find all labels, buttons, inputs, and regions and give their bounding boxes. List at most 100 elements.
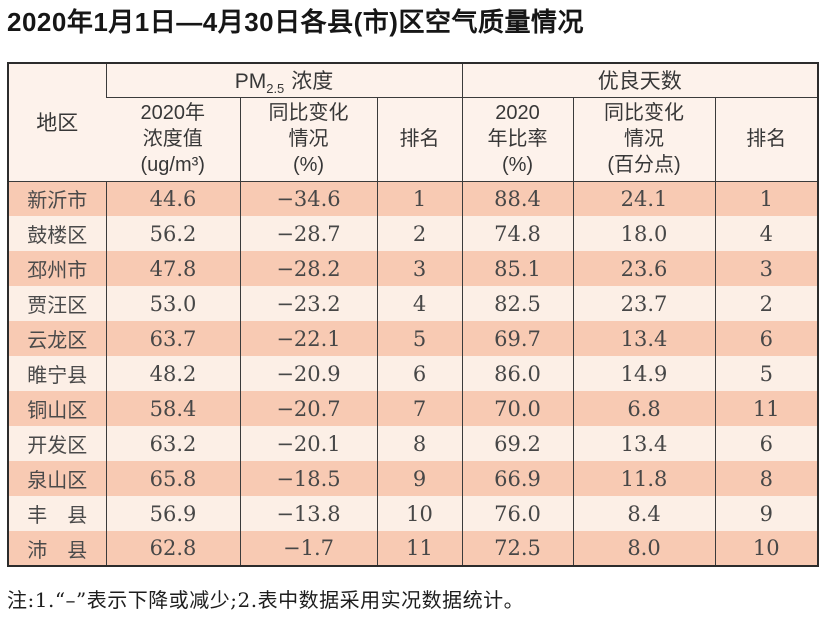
pm-value-cell: 58.4 [105,391,240,426]
pm-rank-cell: 11 [376,531,463,566]
gd-yoy-cell: 18.0 [572,216,716,251]
col-header-pm-yoy: 同比变化 情况 (%) [239,97,377,182]
gd-rate-cell: 74.8 [461,216,574,251]
col-header-gd-rank: 排名 [714,97,819,182]
gd-rank-cell: 6 [714,426,819,461]
table-row: 贾汪区 53.0 −23.2 4 82.5 23.7 2 [8,286,819,321]
region-cell: 贾汪区 [8,286,106,321]
header-group-row: 地区 PM2.5 浓度 优良天数 [8,63,819,182]
pm-yoy-cell: −13.8 [239,496,377,531]
table-row: 开发区 63.2 −20.1 8 69.2 13.4 6 [8,426,819,461]
gd-yoy-cell: 11.8 [572,461,716,496]
gd-rate-cell: 86.0 [461,356,574,391]
air-quality-table: 地区 PM2.5 浓度 优良天数 2020年 浓度值 (ug/m³) 同比变化 情… [7,62,820,567]
table-row: 鼓楼区 56.2 −28.7 2 74.8 18.0 4 [8,216,819,251]
gd-rank-cell: 3 [714,251,819,286]
pm-value-cell: 56.9 [105,496,240,531]
pm-value-cell: 56.2 [105,216,240,251]
gd-rate-cell: 70.0 [461,391,574,426]
pm-yoy-cell: −34.6 [239,181,377,216]
pm-yoy-cell: −1.7 [239,531,377,566]
col-header-gd-yoy: 同比变化 情况 (百分点) [572,97,716,182]
pm-rank-cell: 9 [376,461,463,496]
pm-yoy-cell: −20.9 [239,356,377,391]
table-row: 邳州市 47.8 −28.2 3 85.1 23.6 3 [8,251,819,286]
gd-rank-cell: 11 [714,391,819,426]
gd-rate-cell: 66.9 [461,461,574,496]
pm-yoy-cell: −20.1 [239,426,377,461]
gd-rank-cell: 2 [714,286,819,321]
pm-value-cell: 47.8 [105,251,240,286]
gd-rate-cell: 69.2 [461,426,574,461]
region-cell: 邳州市 [8,251,106,286]
pm-rank-cell: 6 [376,356,463,391]
gd-yoy-cell: 14.9 [572,356,716,391]
good-days-group-header: 优良天数 [461,63,819,98]
gd-yoy-cell: 23.7 [572,286,716,321]
pm-rank-cell: 4 [376,286,463,321]
pm-yoy-cell: −22.1 [239,321,377,356]
pm-yoy-cell: −18.5 [239,461,377,496]
gd-rank-cell: 5 [714,356,819,391]
pm-yoy-cell: −20.7 [239,391,377,426]
gd-rank-cell: 9 [714,496,819,531]
gd-yoy-cell: 6.8 [572,391,716,426]
pm-rank-cell: 5 [376,321,463,356]
pm25-label-prefix: PM [234,70,267,94]
pm-value-cell: 48.2 [105,356,240,391]
gd-rank-cell: 6 [714,321,819,356]
region-cell: 丰 县 [8,496,106,531]
table-row: 云龙区 63.7 −22.1 5 69.7 13.4 6 [8,321,819,356]
col-header-pm-rank: 排名 [376,97,463,182]
region-cell: 睢宁县 [8,356,106,391]
region-cell: 铜山区 [8,391,106,426]
table-row: 铜山区 58.4 −20.7 7 70.0 6.8 11 [8,391,819,426]
pm25-subscript: 2.5 [266,81,285,97]
region-cell: 云龙区 [8,321,106,356]
gd-rate-cell: 85.1 [461,251,574,286]
pm-rank-cell: 7 [376,391,463,426]
pm-yoy-cell: −28.7 [239,216,377,251]
page-title: 2020年1月1日—4月30日各县(市)区空气质量情况 [7,7,584,37]
table-row: 沛 县 62.8 −1.7 11 72.5 8.0 10 [8,531,819,566]
gd-yoy-cell: 8.4 [572,496,716,531]
pm-value-cell: 44.6 [105,181,240,216]
gd-yoy-cell: 24.1 [572,181,716,216]
pm-yoy-cell: −23.2 [239,286,377,321]
pm-value-cell: 63.2 [105,426,240,461]
pm25-label-suffix: 浓度 [291,70,334,94]
pm25-group-header: PM2.5 浓度 [105,63,463,98]
pm-value-cell: 53.0 [105,286,240,321]
col-header-gd-rate: 2020 年比率 (%) [461,97,574,182]
region-column-header: 地区 [8,63,106,182]
gd-rank-cell: 10 [714,531,819,566]
gd-rank-cell: 1 [714,181,819,216]
pm-rank-cell: 1 [376,181,463,216]
gd-yoy-cell: 23.6 [572,251,716,286]
col-header-pm-value: 2020年 浓度值 (ug/m³) [106,97,240,182]
gd-rate-cell: 76.0 [461,496,574,531]
gd-rank-cell: 8 [714,461,819,496]
region-cell: 鼓楼区 [8,216,106,251]
gd-yoy-cell: 13.4 [572,321,716,356]
table-body: 新沂市 44.6 −34.6 1 88.4 24.1 1 鼓楼区 56.2 −2… [8,181,819,566]
region-cell: 沛 县 [8,531,106,566]
header-sub-row: 2020年 浓度值 (ug/m³) 同比变化 情况 (%) 排名 2020 年比… [8,97,819,182]
pm-rank-cell: 10 [376,496,463,531]
table-header: 地区 PM2.5 浓度 优良天数 2020年 浓度值 (ug/m³) 同比变化 情… [8,63,819,182]
gd-rate-cell: 69.7 [461,321,574,356]
pm-rank-cell: 8 [376,426,463,461]
pm-value-cell: 62.8 [105,531,240,566]
pm-rank-cell: 2 [376,216,463,251]
region-cell: 新沂市 [8,181,106,216]
region-cell: 泉山区 [8,461,106,496]
table-row: 丰 县 56.9 −13.8 10 76.0 8.4 9 [8,496,819,531]
pm-yoy-cell: −28.2 [239,251,377,286]
gd-rate-cell: 88.4 [461,181,574,216]
pm-value-cell: 63.7 [105,321,240,356]
gd-rank-cell: 4 [714,216,819,251]
region-cell: 开发区 [8,426,106,461]
gd-rate-cell: 72.5 [461,531,574,566]
pm-rank-cell: 3 [376,251,463,286]
table-row: 睢宁县 48.2 −20.9 6 86.0 14.9 5 [8,356,819,391]
